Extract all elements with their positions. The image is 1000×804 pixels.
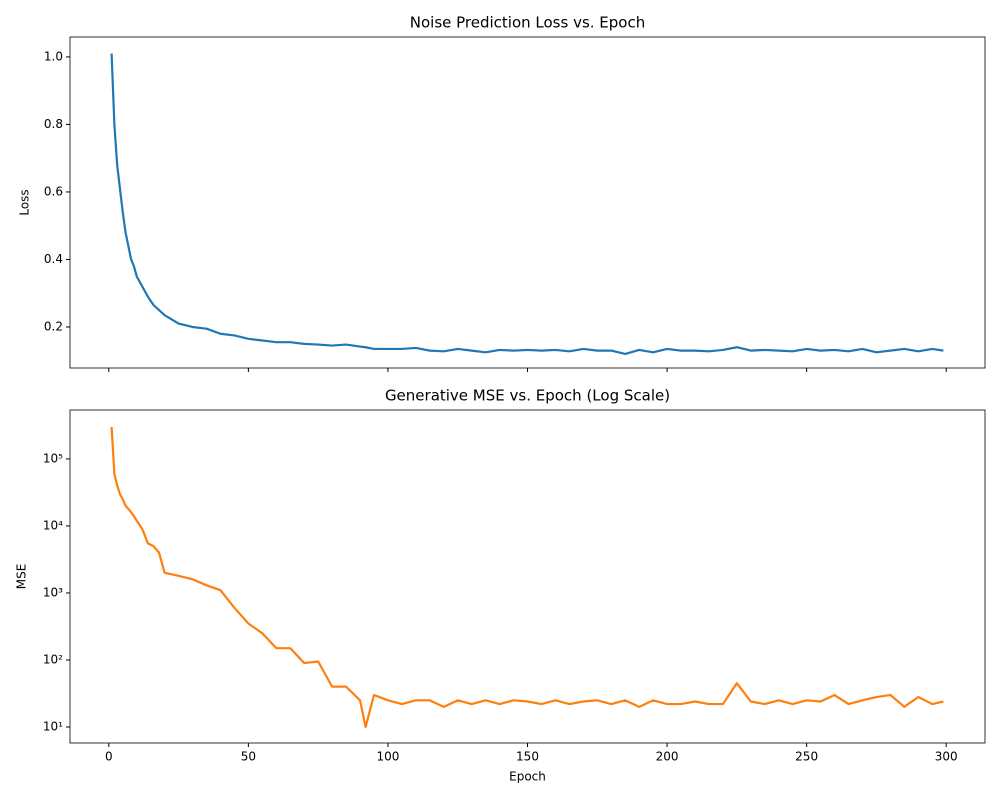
y-tick-label: 10³: [43, 585, 63, 599]
y-tick-label: 10¹: [43, 719, 63, 733]
x-tick-label: 50: [241, 750, 256, 764]
x-tick-label: 250: [795, 750, 818, 764]
y-tick-label: 10⁴: [43, 518, 63, 532]
chart-title: Generative MSE vs. Epoch (Log Scale): [385, 387, 670, 405]
y-axis-label: Loss: [18, 189, 32, 215]
chart-title: Noise Prediction Loss vs. Epoch: [410, 14, 646, 32]
data-line: [110, 426, 944, 729]
y-tick-label: 10²: [43, 652, 63, 666]
x-tick-label: 150: [516, 750, 539, 764]
plot-frame: [69, 409, 986, 744]
x-tick-label: 300: [935, 750, 958, 764]
y-tick-label: 0.6: [44, 184, 63, 198]
x-tick-label: 0: [105, 750, 113, 764]
y-tick-label: 10⁵: [43, 451, 63, 465]
y-tick-label: 0.2: [44, 319, 63, 333]
x-axis-label: Epoch: [509, 770, 546, 784]
x-tick-label: 100: [376, 750, 399, 764]
plot-frame: [69, 36, 986, 369]
y-tick-label: 0.4: [44, 252, 63, 266]
y-tick-label: 0.8: [44, 117, 63, 131]
y-tick-label: 1.0: [44, 49, 63, 63]
x-tick-label: 200: [656, 750, 679, 764]
data-line: [110, 53, 944, 356]
y-axis-label: MSE: [15, 564, 29, 590]
